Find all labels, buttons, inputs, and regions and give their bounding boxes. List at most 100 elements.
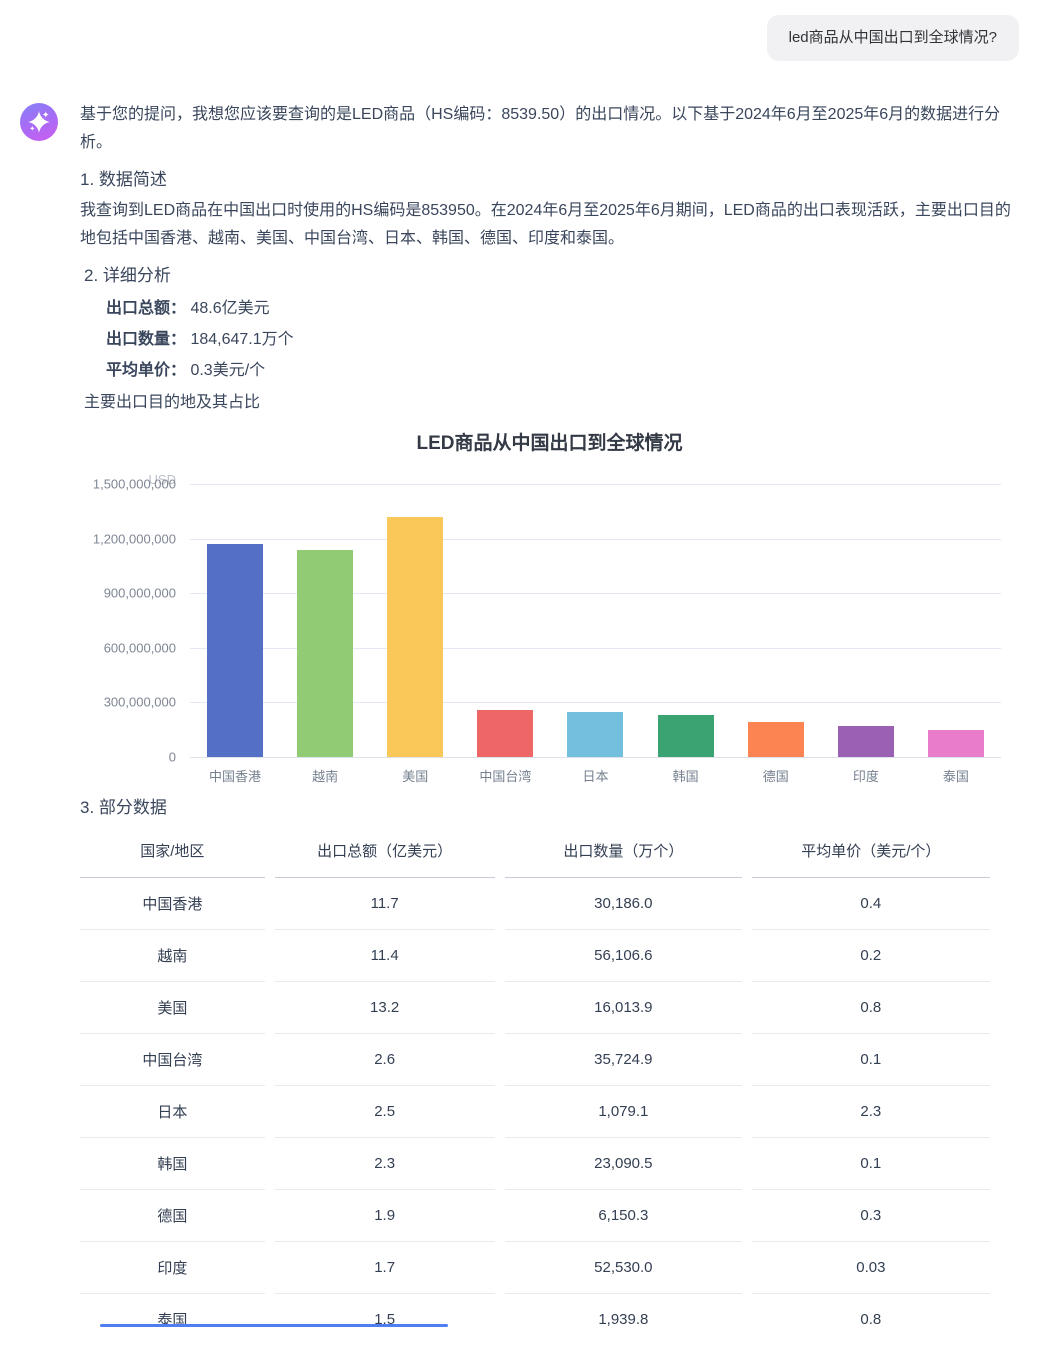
bar-slot [731, 484, 821, 757]
table-cell: 23,090.5 [504, 1138, 743, 1190]
bar-slot [370, 484, 460, 757]
table-cell: 0.2 [752, 930, 990, 982]
bar-slot [460, 484, 550, 757]
bar-印度[interactable] [837, 726, 894, 757]
gridline [190, 484, 1001, 485]
table-cell: 2.3 [752, 1086, 990, 1138]
bottom-cropped-blue-line [100, 1324, 448, 1327]
table-row: 中国台湾 2.6 35,724.9 0.1 [80, 1034, 990, 1086]
table-row: 中国香港 11.7 30,186.0 0.4 [80, 878, 990, 930]
table-cell: 1.9 [274, 1190, 495, 1242]
bar-德国[interactable] [747, 722, 804, 757]
table-cell: 中国香港 [80, 878, 265, 930]
table-row: 越南 11.4 56,106.6 0.2 [80, 930, 990, 982]
table-cell: 印度 [80, 1242, 265, 1294]
bar-越南[interactable] [297, 549, 354, 757]
data-table-wrap: 国家/地区 出口总额（亿美元） 出口数量（万个） 平均单价（美元/个） 中国香港 11.… [80, 827, 1019, 1345]
gridline [190, 647, 1001, 649]
table-cell: 0.8 [752, 982, 990, 1034]
table-cell: 2.3 [274, 1138, 495, 1190]
y-tick-label: 300,000,000 [103, 694, 176, 710]
table-cell: 日本 [80, 1086, 265, 1138]
bar-slot [911, 484, 1001, 757]
stat-line: 平均单价： 0.3美元/个 [106, 355, 1019, 386]
category-label: 中国台湾 [479, 769, 532, 784]
bar-中国台湾[interactable] [477, 709, 534, 757]
chart-x-axis-labels: 中国香港 越南 美国 中国台湾 日本 韩国 德国 印度 泰国 [190, 757, 1001, 785]
assistant-response-row: 基于您的提问，我想您应该要查询的是LED商品（HS编码：8539.50）的出口情… [0, 61, 1043, 1345]
assistant-avatar [20, 103, 58, 141]
table-cell: 0.03 [752, 1242, 990, 1294]
user-message-row: led商品从中国出口到全球情况? [0, 0, 1043, 61]
chart-plot: 1,500,000,000 1,200,000,000 900,000,000 600… [93, 477, 1001, 765]
table-cell: 中国台湾 [80, 1034, 265, 1086]
section2-title: 2. 详细分析 [84, 266, 171, 285]
table-cell: 11.7 [274, 878, 495, 930]
stats-note: 主要出口目的地及其占比 [84, 394, 261, 411]
bar-slot [280, 484, 370, 757]
intro-paragraph: 基于您的提问，我想您应该要查询的是LED商品（HS编码：8539.50）的出口情… [80, 106, 1001, 151]
bar-中国香港[interactable] [207, 544, 264, 757]
table-cell: 30,186.0 [504, 878, 743, 930]
table-cell: 泰国 [157, 1312, 188, 1329]
table-cell: 1,939.8 [598, 1311, 649, 1328]
table-cell: 1,079.1 [504, 1086, 743, 1138]
gridline [190, 593, 1001, 595]
table-row: 韩国 2.3 23,090.5 0.1 [80, 1138, 990, 1190]
bar-韩国[interactable] [657, 715, 714, 757]
table-cell: 0.4 [752, 878, 990, 930]
table-cell: 2.5 [274, 1086, 495, 1138]
table-cell: 6,150.3 [504, 1190, 743, 1242]
table-row: 泰国 1.5 1,939.8 0.8 [80, 1294, 990, 1345]
bar-日本[interactable] [567, 711, 624, 757]
stat-value: 48.6亿美元 [186, 300, 270, 317]
y-tick-label: 0 [168, 749, 176, 765]
y-tick-label: 900,000,000 [103, 585, 176, 601]
category-label: 越南 [312, 769, 339, 784]
table-cell: 16,013.9 [504, 982, 743, 1034]
gridline [190, 702, 1001, 704]
bars-layer [190, 484, 1001, 757]
stat-value: 0.3美元/个 [186, 362, 266, 379]
table-cell: 0.1 [752, 1138, 990, 1190]
stat-label: 出口数量： [106, 331, 187, 348]
category-label: 印度 [852, 769, 879, 784]
table-row: 日本 2.5 1,079.1 2.3 [80, 1086, 990, 1138]
category-label: 日本 [582, 769, 609, 784]
table-cell: 韩国 [80, 1138, 265, 1190]
category-label: 中国香港 [209, 769, 262, 784]
section3-title: 3. 部分数据 [80, 798, 167, 817]
stat-line: 出口数量： 184,647.1万个 [106, 324, 1019, 355]
stats-list: 出口总额： 48.6亿美元 出口数量： 184,647.1万个 平均单价： 0.3美… [80, 293, 1019, 386]
table-cell: 35,724.9 [504, 1034, 743, 1086]
table-header-cell: 出口数量（万个） [504, 827, 743, 878]
chart-y-axis-unit: USD [148, 472, 176, 487]
table-cell: 0.3 [752, 1190, 990, 1242]
table-cell: 德国 [80, 1190, 265, 1242]
table-header-cell: 平均单价（美元/个） [752, 827, 990, 878]
stat-label: 平均单价： [106, 362, 187, 379]
table-header-cell: 国家/地区 [80, 827, 265, 878]
bar-美国[interactable] [387, 516, 444, 757]
bar-泰国[interactable] [927, 729, 984, 757]
table-cell: 1.5 [374, 1311, 396, 1328]
table-cell: 13.2 [274, 982, 495, 1034]
bar-slot [550, 484, 640, 757]
user-message-bubble: led商品从中国出口到全球情况? [766, 15, 1019, 61]
gridline [190, 757, 1001, 758]
y-tick-label: 600,000,000 [103, 640, 176, 656]
assistant-response-content: 基于您的提问，我想您应该要查询的是LED商品（HS编码：8539.50）的出口情… [80, 101, 1019, 1345]
table-row: 印度 1.7 52,530.0 0.03 [80, 1242, 990, 1294]
stat-line: 出口总额： 48.6亿美元 [106, 293, 1019, 324]
table-cell: 11.4 [274, 930, 495, 982]
table-cell: 1.7 [274, 1242, 495, 1294]
stat-label: 出口总额： [106, 300, 187, 317]
category-label: 美国 [402, 769, 429, 784]
bar-slot [821, 484, 911, 757]
section1-body: 我查询到LED商品在中国出口时使用的HS编码是853950。在2024年6月至2… [80, 202, 1011, 247]
category-label: 德国 [762, 769, 789, 784]
category-label: 泰国 [942, 769, 969, 784]
y-tick-label: 1,200,000,000 [92, 531, 176, 547]
table-cell: 越南 [80, 930, 265, 982]
chart-title: LED商品从中国出口到全球情况 [416, 433, 683, 454]
